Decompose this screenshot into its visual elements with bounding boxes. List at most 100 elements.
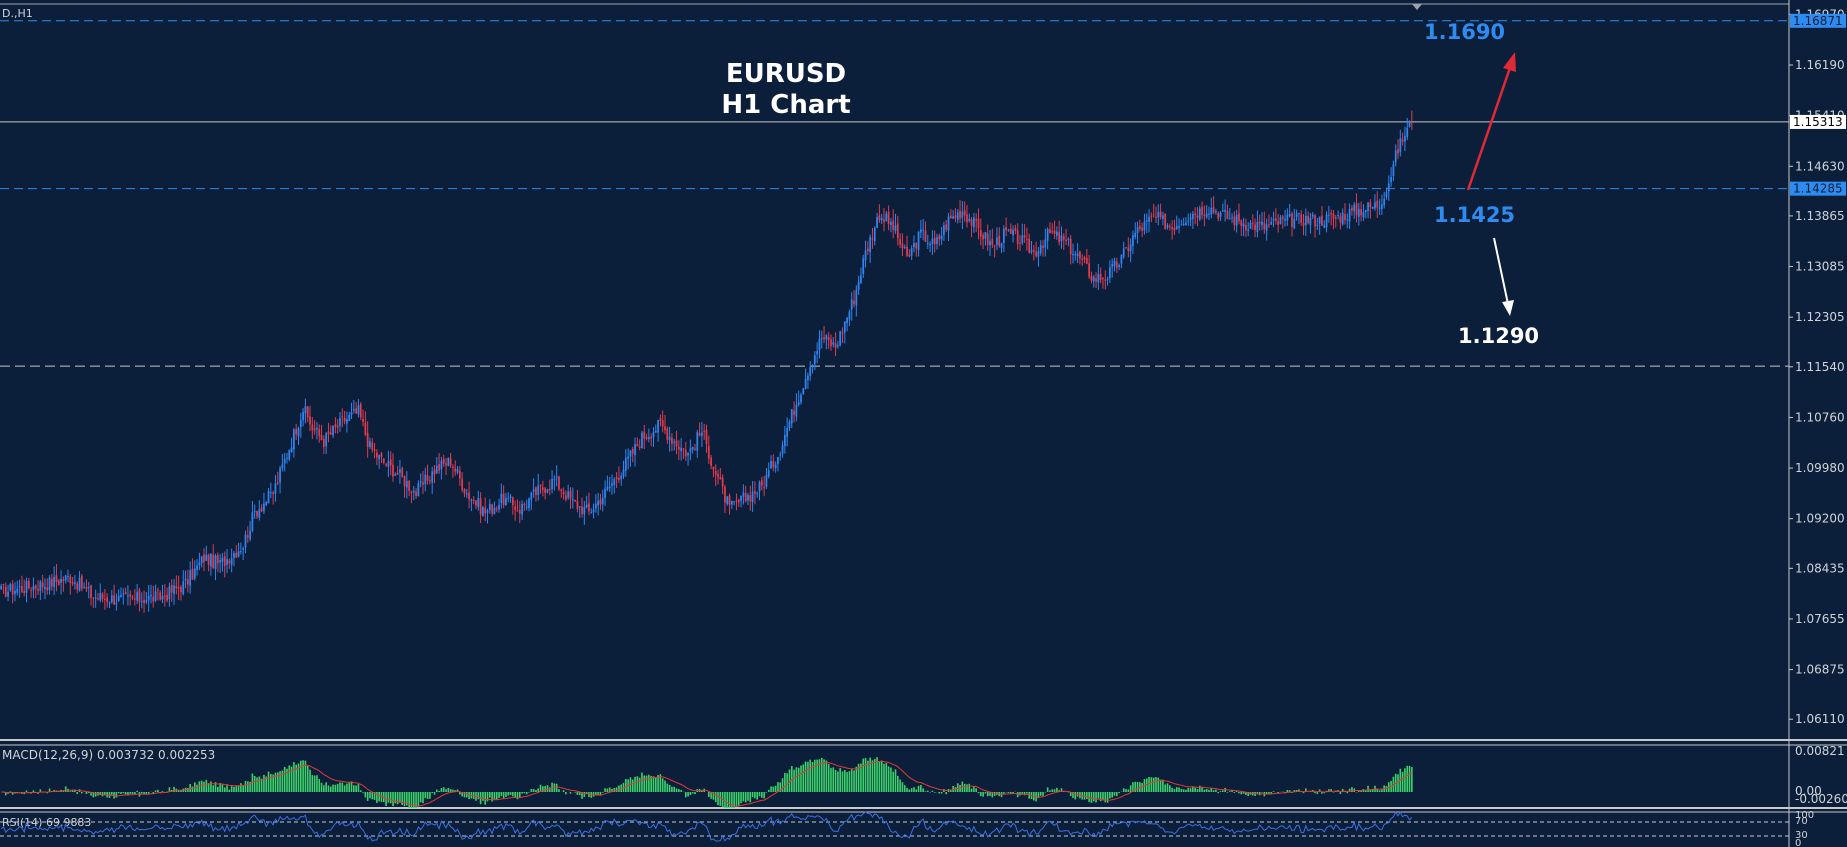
candle-body [290, 447, 293, 452]
candle-body [1196, 215, 1199, 218]
candle-body [486, 510, 489, 513]
candle-body [161, 596, 164, 600]
candle-body [1295, 213, 1298, 217]
candle-body [1074, 254, 1077, 256]
candle-body [316, 427, 318, 430]
candle-body [267, 491, 270, 504]
candle-body [55, 575, 58, 583]
candle-body [1113, 260, 1116, 267]
candle-body [1309, 217, 1312, 226]
candle-body [1392, 164, 1395, 177]
candle-body [346, 419, 348, 424]
candle-body [800, 394, 802, 403]
candle-body [1346, 219, 1349, 221]
candle-body [27, 580, 30, 589]
candle-body [1286, 214, 1289, 221]
candle-body [1136, 227, 1139, 234]
candle-body [1355, 203, 1358, 216]
candle-body [1360, 209, 1363, 216]
candle-body [348, 414, 351, 422]
candle-body [680, 447, 683, 452]
candle-body [1141, 227, 1144, 231]
candle-body [1150, 215, 1153, 217]
candle-body [387, 461, 390, 467]
candle-body [599, 499, 602, 505]
candle-body [447, 457, 450, 467]
candle-body [180, 587, 182, 593]
candle-body [837, 344, 839, 347]
candle-body [1092, 276, 1095, 282]
candle-body [297, 428, 300, 437]
candle-body [721, 477, 724, 487]
candle-body [592, 509, 595, 512]
candle-body [975, 218, 978, 221]
candle-body [696, 432, 699, 451]
candle-body [919, 229, 922, 233]
candle-body [544, 488, 547, 493]
candle-body [1274, 218, 1277, 221]
candle-body [306, 406, 309, 418]
candle-body [1334, 217, 1337, 219]
candle-body [1316, 224, 1319, 226]
candle-body [1051, 231, 1054, 233]
candle-body [661, 420, 664, 427]
candle-body [1106, 278, 1109, 280]
candle-body [795, 404, 798, 417]
candle-body [525, 506, 528, 508]
candle-body [1374, 202, 1376, 209]
candle-body [475, 500, 477, 506]
candle-body [1021, 235, 1024, 243]
candle-body [1394, 150, 1397, 163]
candle-body [1118, 265, 1120, 267]
candle-body [966, 214, 968, 223]
candle-body [1376, 200, 1379, 208]
candle-body [664, 426, 666, 431]
candle-body [309, 416, 311, 425]
candle-body [1311, 214, 1314, 217]
candle-body [184, 578, 187, 581]
candle-body [4, 586, 7, 597]
price-level-tag-box [1790, 114, 1846, 129]
candle-body [604, 488, 606, 498]
candle-body [18, 586, 21, 588]
candle-body [860, 275, 862, 284]
candle-body [989, 240, 991, 246]
candle-body [87, 586, 90, 588]
candle-body [1242, 223, 1245, 227]
candle-body [433, 469, 436, 475]
candle-body [1263, 222, 1266, 230]
candle-body [329, 432, 332, 435]
candle-body [1378, 207, 1381, 209]
candle-body [1162, 215, 1164, 219]
candle-body [982, 234, 984, 240]
candle-body [763, 487, 766, 489]
candle-body [514, 506, 517, 511]
candle-body [1327, 214, 1330, 216]
candle-body [210, 553, 212, 567]
candle-body [832, 342, 835, 345]
candle-body [687, 453, 689, 456]
candle-body [647, 437, 650, 439]
candle-body [258, 509, 261, 518]
candle-body [1180, 224, 1183, 226]
candle-body [193, 568, 196, 579]
candle-body [1410, 122, 1413, 124]
candle-body [219, 560, 222, 563]
candle-body [122, 593, 125, 595]
rsi-axis-tick: 30 [1795, 830, 1808, 841]
candle-body [705, 429, 708, 445]
candle-body [827, 337, 830, 341]
candle-body [1185, 222, 1187, 225]
candle-body [422, 482, 424, 485]
candle-body [138, 590, 141, 602]
candle-body [518, 509, 521, 514]
candle-body [286, 457, 288, 459]
candle-body [546, 489, 549, 493]
candle-body [777, 456, 779, 465]
candle-body [926, 243, 929, 245]
candle-body [1201, 206, 1203, 215]
candle-body [1314, 215, 1316, 227]
candle-body [740, 495, 742, 501]
candle-body [251, 512, 254, 531]
